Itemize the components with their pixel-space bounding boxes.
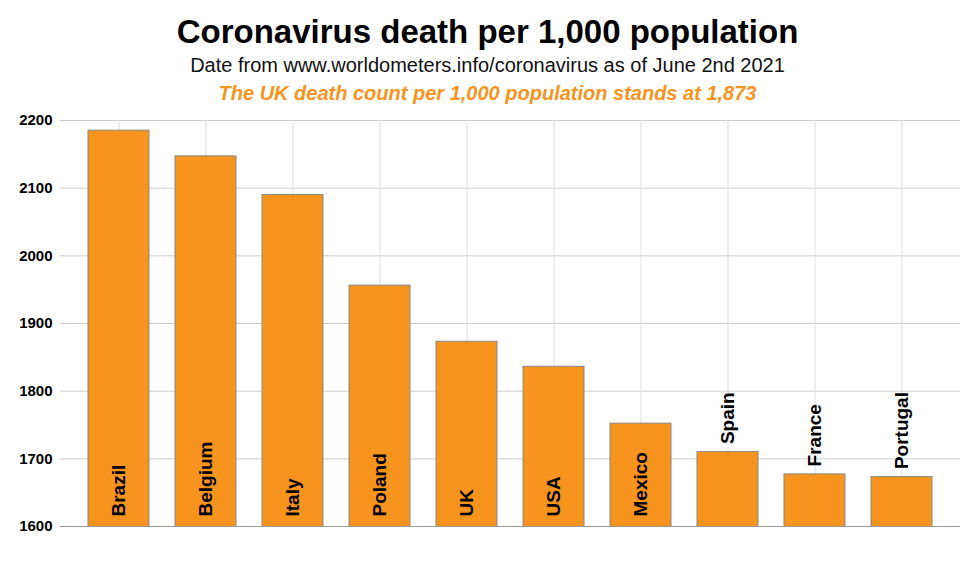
svg-text:Belgium: Belgium (195, 442, 216, 517)
svg-text:1900: 1900 (19, 314, 52, 331)
svg-text:2000: 2000 (19, 247, 52, 264)
svg-text:Spain: Spain (717, 392, 738, 444)
svg-text:1600: 1600 (19, 517, 52, 534)
svg-text:1800: 1800 (19, 382, 52, 399)
svg-text:2200: 2200 (19, 111, 52, 128)
svg-text:Portugal: Portugal (891, 392, 912, 469)
html-text:The UK death count per 1,000 p: The UK death count per 1,000 population … (218, 82, 757, 104)
svg-text:France: France (804, 404, 825, 466)
svg-text:Brazil: Brazil (108, 465, 129, 517)
svg-text:Poland: Poland (369, 453, 390, 516)
html-text:Coronavirus death per 1,000 po: Coronavirus death per 1,000 population (176, 13, 799, 50)
svg-text:UK: UK (456, 489, 477, 517)
svg-text:2100: 2100 (19, 179, 52, 196)
svg-text:USA: USA (543, 476, 564, 516)
svg-text:Mexico: Mexico (630, 452, 651, 516)
html-text:Date from www.worldometers.inf: Date from www.worldometers.info/coronavi… (190, 54, 785, 76)
svg-text:Italy: Italy (282, 478, 303, 516)
svg-text:1700: 1700 (19, 450, 52, 467)
